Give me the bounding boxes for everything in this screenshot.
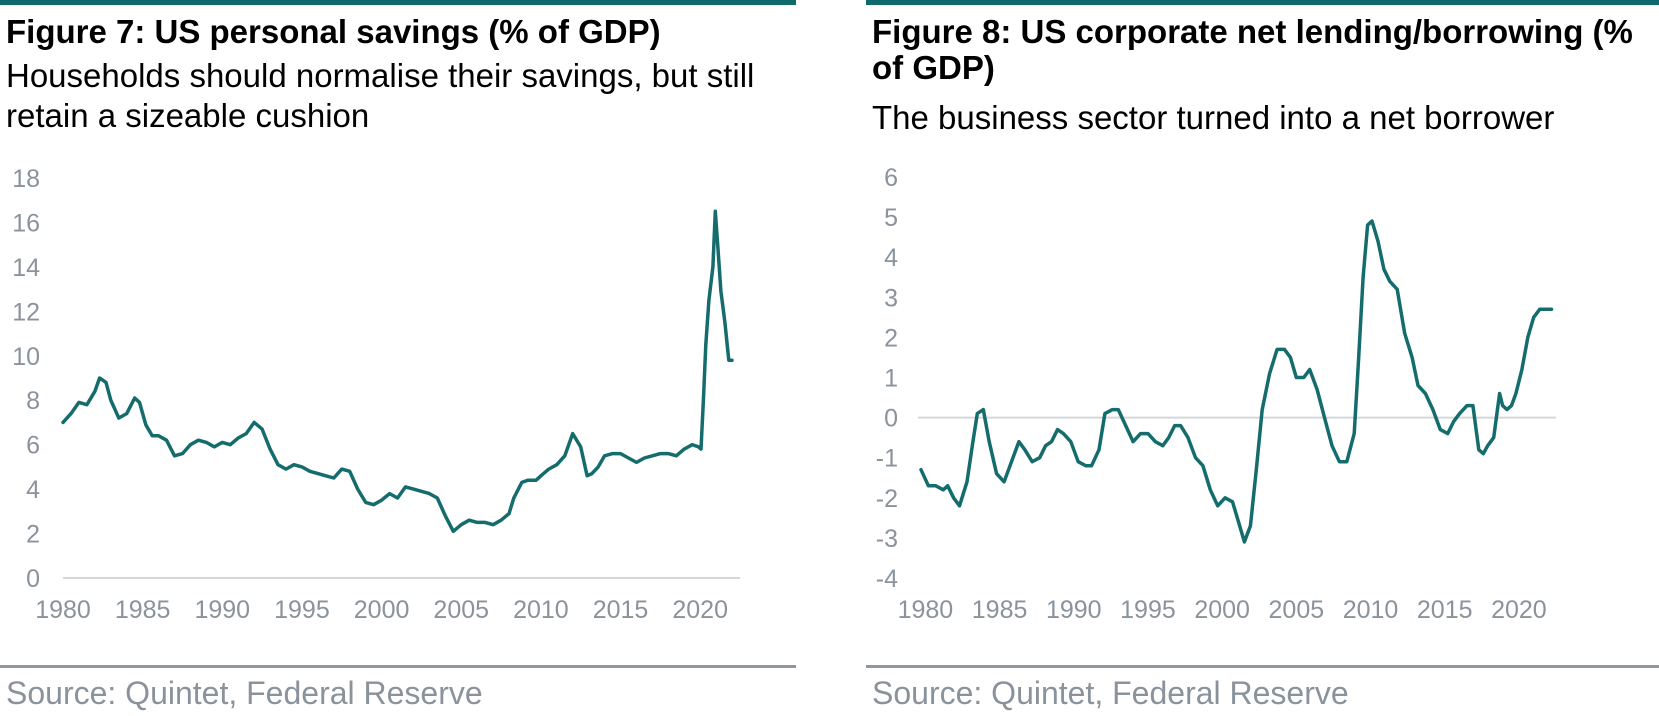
figure-7-panel: Figure 7: US personal savings (% of GDP)… — [0, 0, 796, 716]
x-tick-label: 1985 — [115, 596, 171, 624]
y-tick-label: 16 — [12, 209, 40, 237]
figure-bottom-rule — [866, 665, 1659, 668]
y-tick-label: 2 — [26, 521, 40, 549]
y-tick-label: 4 — [26, 476, 40, 504]
x-tick-label: 1995 — [274, 596, 330, 624]
source-note: Source: Quintet, Federal Reserve — [6, 675, 483, 711]
x-tick-label: 2015 — [1417, 596, 1473, 624]
x-tick-label: 2010 — [1343, 596, 1399, 624]
y-tick-label: -4 — [876, 565, 898, 593]
x-tick-label: 2020 — [1491, 596, 1547, 624]
y-tick-label: 0 — [26, 565, 40, 593]
x-tick-label: 2005 — [433, 596, 489, 624]
x-tick-label: 2015 — [593, 596, 649, 624]
figure-title: Figure 8: US corporate net lending/borro… — [872, 13, 1633, 86]
x-tick-label: 2010 — [513, 596, 569, 624]
x-tick-label: 1980 — [35, 596, 91, 624]
y-tick-label: -2 — [876, 485, 898, 513]
y-tick-label: 6 — [884, 164, 898, 192]
figure-title: Figure 7: US personal savings (% of GDP) — [6, 13, 661, 50]
corporate-lending-line-chart: -4 -3 -2 -1 0 1 2 3 4 5 6 1980 1985 1990 1995 2000 2005 2… — [876, 164, 1556, 624]
y-tick-label: 3 — [884, 284, 898, 312]
y-tick-label: 1 — [884, 365, 898, 393]
series-line-0 — [919, 219, 1554, 544]
series-line-0 — [61, 209, 734, 534]
x-tick-label: 2000 — [1194, 596, 1250, 624]
y-tick-label: 4 — [884, 244, 898, 272]
y-tick-label: 12 — [12, 298, 40, 326]
x-tick-label: 1995 — [1120, 596, 1176, 624]
x-tick-label: 1985 — [972, 596, 1028, 624]
y-tick-label: -1 — [876, 445, 898, 473]
source-note: Source: Quintet, Federal Reserve — [872, 675, 1349, 711]
x-tick-label: 1990 — [194, 596, 250, 624]
y-tick-label: 6 — [26, 432, 40, 460]
figure-bottom-rule — [0, 665, 796, 668]
y-tick-label: 2 — [884, 324, 898, 352]
y-tick-label: 18 — [12, 165, 40, 193]
savings-line-chart: 0 2 4 6 8 10 12 14 16 18 1980 1985 1990 1995 2000 2005 2… — [12, 165, 740, 624]
y-tick-label: 8 — [26, 387, 40, 415]
y-tick-label: 14 — [12, 254, 40, 282]
figure-8-panel: Figure 8: US corporate net lending/borro… — [866, 0, 1659, 716]
y-tick-label: 5 — [884, 204, 898, 232]
figure-top-rule — [866, 0, 1659, 5]
figure-subtitle: The business sector turned into a net bo… — [872, 99, 1555, 136]
x-tick-label: 2020 — [672, 596, 728, 624]
x-tick-label: 2000 — [354, 596, 410, 624]
y-tick-label: 10 — [12, 343, 40, 371]
y-tick-label: 0 — [884, 405, 898, 433]
figure-top-rule — [0, 0, 796, 5]
figure-subtitle: Households should normalise their saving… — [6, 57, 755, 134]
x-tick-label: 1980 — [898, 596, 954, 624]
y-tick-label: -3 — [876, 525, 898, 553]
x-tick-label: 2005 — [1269, 596, 1325, 624]
x-tick-label: 1990 — [1046, 596, 1102, 624]
